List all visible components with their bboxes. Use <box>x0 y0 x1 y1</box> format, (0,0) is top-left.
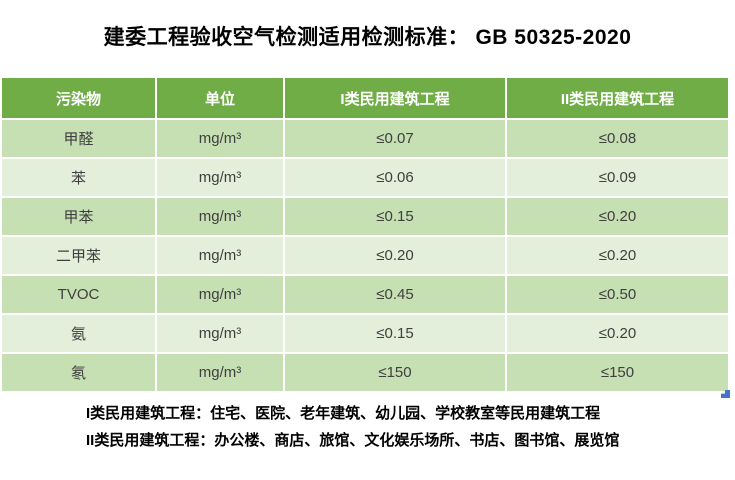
pollutant-cell: 二甲苯 <box>2 237 157 276</box>
table-row: 甲苯 mg/m³ ≤0.15 ≤0.20 <box>2 198 728 237</box>
pollutant-cell: TVOC <box>2 276 157 315</box>
table-body: 甲醛 mg/m³ ≤0.07 ≤0.08 苯 mg/m³ ≤0.06 ≤0.09 甲苯 mg/m³… <box>2 120 728 391</box>
class2-limit-cell: ≤0.09 <box>507 159 728 198</box>
class1-limit-cell: ≤0.06 <box>285 159 507 198</box>
class2-limit-cell: ≤0.20 <box>507 315 728 354</box>
footnotes: I类民用建筑工程：住宅、医院、老年建筑、幼儿园、学校教室等民用建筑工程 II类民… <box>86 404 706 458</box>
table-row: 氨 mg/m³ ≤0.15 ≤0.20 <box>2 315 728 354</box>
pollutant-cell: 甲苯 <box>2 198 157 237</box>
unit-cell: mg/m³ <box>157 237 285 276</box>
unit-cell: mg/m³ <box>157 315 285 354</box>
pollutant-cell: 氡 <box>2 354 157 391</box>
class1-limit-cell: ≤0.15 <box>285 315 507 354</box>
header-row: 污染物 单位 I类民用建筑工程 II类民用建筑工程 <box>2 78 728 120</box>
table-row: 二甲苯 mg/m³ ≤0.20 ≤0.20 <box>2 237 728 276</box>
table-row: 苯 mg/m³ ≤0.06 ≤0.09 <box>2 159 728 198</box>
unit-cell: mg/m³ <box>157 159 285 198</box>
header-class1: I类民用建筑工程 <box>285 78 507 120</box>
class2-limit-cell: ≤0.50 <box>507 276 728 315</box>
class1-limit-cell: ≤0.20 <box>285 237 507 276</box>
table-row: 氡 mg/m³ ≤150 ≤150 <box>2 354 728 391</box>
pollutant-cell: 苯 <box>2 159 157 198</box>
unit-cell: mg/m³ <box>157 198 285 237</box>
class1-limit-cell: ≤150 <box>285 354 507 391</box>
class2-limit-cell: ≤0.20 <box>507 198 728 237</box>
pollutant-cell: 氨 <box>2 315 157 354</box>
table-row: 甲醛 mg/m³ ≤0.07 ≤0.08 <box>2 120 728 159</box>
class1-limit-cell: ≤0.45 <box>285 276 507 315</box>
table-row: TVOC mg/m³ ≤0.45 ≤0.50 <box>2 276 728 315</box>
unit-cell: mg/m³ <box>157 354 285 391</box>
table-resize-handle-icon[interactable] <box>721 390 730 398</box>
pollutant-cell: 甲醛 <box>2 120 157 159</box>
header-class2: II类民用建筑工程 <box>507 78 728 120</box>
class2-limit-cell: ≤0.20 <box>507 237 728 276</box>
class2-limit-cell: ≤150 <box>507 354 728 391</box>
class1-limit-cell: ≤0.07 <box>285 120 507 159</box>
page-title: 建委工程验收空气检测适用检测标准： GB 50325-2020 <box>103 26 632 49</box>
class2-limit-cell: ≤0.08 <box>507 120 728 159</box>
note-class1: I类民用建筑工程：住宅、医院、老年建筑、幼儿园、学校教室等民用建筑工程 <box>86 405 601 422</box>
header-pollutant: 污染物 <box>2 78 157 120</box>
unit-cell: mg/m³ <box>157 276 285 315</box>
unit-cell: mg/m³ <box>157 120 285 159</box>
note-class2: II类民用建筑工程：办公楼、商店、旅馆、文化娱乐场所、书店、图书馆、展览馆 <box>86 432 620 449</box>
standards-table: 污染物 单位 I类民用建筑工程 II类民用建筑工程 甲醛 mg/m³ ≤0.07 ≤0… <box>2 78 728 391</box>
class1-limit-cell: ≤0.15 <box>285 198 507 237</box>
header-unit: 单位 <box>157 78 285 120</box>
